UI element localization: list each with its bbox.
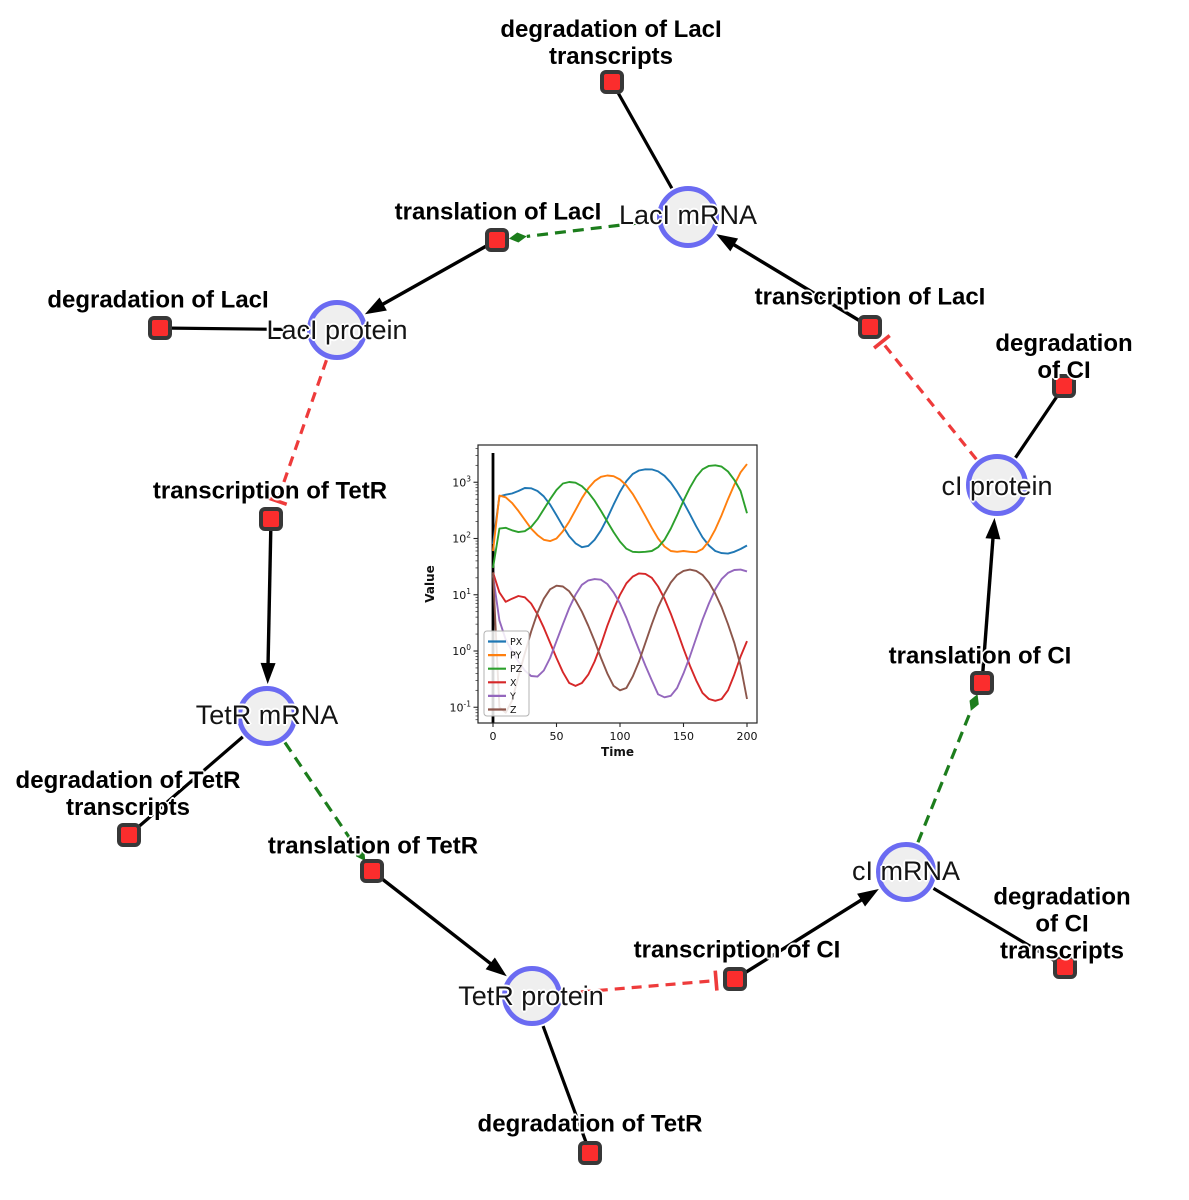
reaction-label-degradation-of-tetr-transcripts: degradation of TetR transcripts: [15, 767, 241, 821]
reaction-label-translation-of-ci: translation of CI: [888, 642, 1072, 670]
x-axis-title: Time: [601, 745, 634, 759]
species-node-laci-protein[interactable]: [307, 300, 367, 360]
legend-label-PX: PX: [510, 637, 523, 648]
chart-series-PX: [492, 468, 748, 555]
reaction-node-translation-of-tetr[interactable]: [360, 859, 384, 883]
species-node-laci-mrna[interactable]: [657, 186, 719, 248]
reaction-node-transcription-of-ci[interactable]: [723, 967, 747, 991]
species-label-ci-protein: cI protein: [941, 470, 1053, 501]
legend-label-Y: Y: [509, 691, 516, 702]
y-tick-label: 103: [452, 474, 471, 489]
reaction-node-translation-of-ci[interactable]: [970, 671, 994, 695]
inset-time-series-chart: 0 50 100 150 20010310210110010-1TimeValuePXP…: [423, 444, 758, 759]
reaction-label-degradation-of-tetr: degradation of TetR: [477, 1110, 703, 1138]
reaction-node-degradation-of-tetr[interactable]: [578, 1141, 602, 1165]
y-tick-label: 10-1: [450, 699, 472, 714]
legend-label-PY: PY: [510, 651, 522, 662]
species-node-ci-protein[interactable]: [966, 454, 1028, 516]
reaction-label-degradation-of-laci-transcripts: degradation of LacI transcripts: [500, 16, 722, 70]
reaction-node-translation-of-laci[interactable]: [485, 228, 509, 252]
species-node-tetr-mrna[interactable]: [237, 686, 297, 746]
species-label-tetr-protein: TetR protein: [458, 980, 604, 1011]
x-tick-label: 0: [490, 730, 497, 743]
reaction-node-transcription-of-tetr[interactable]: [259, 507, 283, 531]
legend-label-Z: Z: [510, 705, 517, 716]
reaction-node-degradation-of-tetr-transcripts[interactable]: [117, 823, 141, 847]
reaction-node-transcription-of-laci[interactable]: [858, 315, 882, 339]
species-label-ci-mrna: cI mRNA: [852, 855, 960, 886]
species-label-laci-mrna: LacI mRNA: [618, 199, 758, 230]
species-label-tetr-mrna: TetR mRNA: [195, 699, 339, 730]
x-tick-label: 200: [737, 730, 758, 743]
reaction-label-transcription-of-ci: transcription of CI: [633, 936, 841, 964]
reaction-label-degradation-of-ci-transcripts: degradation of CI transcripts: [993, 883, 1131, 965]
chart-series-Y: [492, 568, 748, 699]
chart-curves: [492, 463, 748, 714]
y-tick-label: 100: [452, 643, 471, 658]
reaction-node-degradation-of-laci[interactable]: [148, 316, 172, 340]
chart-series-Z: [492, 568, 748, 714]
legend-label-X: X: [510, 678, 517, 689]
legend-label-PZ: PZ: [510, 664, 523, 675]
reaction-node-degradation-of-laci-transcripts[interactable]: [600, 70, 624, 94]
x-tick-label: 100: [610, 730, 631, 743]
chart-series-X: [492, 572, 748, 702]
reaction-label-translation-of-laci: translation of LacI: [394, 198, 602, 226]
x-tick-label: 150: [673, 730, 694, 743]
chart-legend: PX PY PZ XYZ: [483, 630, 530, 717]
y-tick-label: 102: [452, 531, 471, 546]
y-tick-label: 101: [452, 587, 471, 602]
reaction-label-translation-of-tetr: translation of TetR: [267, 832, 479, 860]
reaction-label-transcription-of-tetr: transcription of TetR: [152, 477, 388, 505]
species-label-laci-protein: LacI protein: [266, 314, 408, 345]
species-node-tetr-protein[interactable]: [502, 966, 562, 1026]
chart-series-PY: [492, 463, 748, 554]
y-axis-title: Value: [423, 565, 437, 603]
x-tick-label: 50: [550, 730, 564, 743]
species-node-ci-mrna[interactable]: [876, 842, 936, 902]
reaction-label-degradation-of-ci: degradation of CI: [995, 330, 1133, 384]
reaction-label-degradation-of-laci: degradation of LacI: [47, 286, 269, 314]
reaction-label-transcription-of-laci: transcription of LacI: [754, 283, 986, 311]
chart-series-PZ: [492, 464, 748, 569]
